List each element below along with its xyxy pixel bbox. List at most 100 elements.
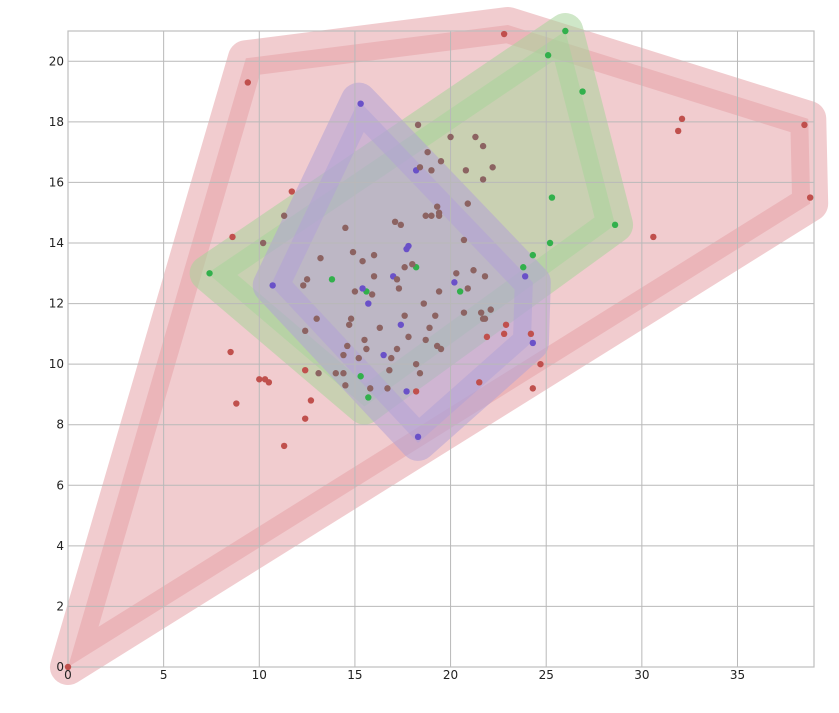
x-tick-label-7: 35 (730, 668, 745, 682)
data-point-s0-24 (527, 330, 535, 338)
data-point-s3-52 (345, 321, 353, 328)
data-point-s3-9 (489, 164, 496, 171)
data-point-s3-43 (477, 309, 485, 316)
data-point-s3-14 (422, 212, 429, 219)
data-point-s0-13 (265, 379, 273, 386)
data-point-s1-2 (206, 270, 213, 277)
data-point-s0-25 (483, 333, 491, 341)
data-point-s0-11 (256, 376, 263, 383)
data-point-s3-31 (481, 273, 489, 280)
data-point-s3-48 (426, 324, 433, 331)
data-point-s3-28 (460, 236, 468, 244)
data-point-s3-68 (388, 354, 395, 362)
data-point-s2-14 (405, 242, 412, 250)
data-point-s3-57 (422, 336, 429, 344)
data-point-s3-4 (424, 148, 431, 156)
data-point-s0-9 (229, 233, 236, 241)
data-point-s0-21 (537, 360, 544, 368)
data-point-s3-2 (472, 133, 479, 141)
data-point-s3-21 (259, 239, 267, 247)
data-point-s0-6 (806, 194, 814, 201)
data-point-s3-32 (393, 276, 401, 283)
data-point-s2-9 (403, 388, 410, 395)
y-tick-label-3: 6 (56, 478, 64, 492)
data-point-s3-3 (479, 142, 487, 150)
x-tick-label-2: 10 (252, 668, 267, 682)
data-point-s3-27 (409, 261, 416, 268)
data-point-s3-63 (344, 342, 351, 350)
x-tick-label-1: 5 (160, 668, 168, 682)
data-point-s3-50 (376, 324, 383, 331)
data-point-s2-7 (397, 321, 405, 328)
data-point-s0-15 (307, 397, 315, 404)
data-point-s3-15 (428, 212, 435, 219)
data-point-s3-42 (460, 309, 468, 316)
data-point-s2-8 (380, 351, 387, 359)
x-tick-label-6: 30 (634, 668, 649, 682)
data-point-s1-7 (357, 373, 364, 380)
data-point-s3-30 (453, 270, 460, 277)
data-point-s3-6 (416, 164, 424, 171)
data-point-s3-60 (393, 345, 401, 353)
data-point-s3-18 (397, 221, 405, 229)
data-point-s3-56 (405, 333, 412, 341)
data-point-s1-3 (328, 276, 336, 283)
data-point-s3-53 (313, 315, 320, 322)
x-tick-label-5: 25 (539, 668, 554, 682)
data-point-s0-17 (280, 442, 288, 450)
data-point-s3-67 (315, 370, 322, 377)
data-point-s3-26 (401, 264, 408, 271)
data-point-s0-19 (476, 379, 483, 386)
data-point-s3-65 (332, 370, 339, 377)
x-tick-label-3: 15 (347, 668, 362, 682)
data-point-s3-16 (435, 212, 443, 219)
data-point-s1-14 (546, 239, 554, 247)
data-point-s3-37 (300, 282, 307, 289)
data-point-s1-0 (562, 27, 569, 35)
data-point-s1-12 (579, 88, 586, 95)
y-tick-label-2: 4 (56, 539, 64, 553)
y-tick-label-9: 18 (49, 115, 64, 129)
data-point-s3-33 (370, 273, 378, 280)
data-point-s3-61 (363, 345, 370, 353)
data-point-s3-51 (347, 315, 355, 322)
data-point-s0-2 (244, 79, 252, 86)
data-point-s1-11 (544, 52, 552, 59)
data-point-s1-5 (520, 264, 527, 271)
plot-frame (67, 30, 815, 668)
data-point-s3-70 (416, 370, 424, 377)
data-point-s3-49 (401, 312, 408, 319)
data-point-s3-19 (342, 224, 349, 232)
data-point-s3-10 (479, 176, 487, 183)
data-point-s3-69 (412, 360, 420, 368)
y-axis-ticks: 0 2 4 6 8 10 12 14 16 18 20 (49, 54, 64, 674)
data-point-s2-4 (365, 300, 372, 307)
data-point-s0-16 (301, 415, 309, 422)
data-point-s3-47 (432, 312, 439, 319)
data-point-s0-5 (801, 121, 808, 129)
data-point-s3-64 (340, 351, 347, 359)
data-point-s3-24 (359, 257, 366, 265)
grid-layer (67, 31, 814, 668)
y-tick-label-10: 20 (49, 54, 64, 68)
data-point-s3-45 (487, 306, 494, 313)
data-point-s3-39 (420, 300, 427, 307)
data-point-s3-7 (428, 167, 435, 174)
x-tick-label-4: 20 (443, 668, 458, 682)
data-point-s2-10 (414, 433, 422, 441)
data-point-s0-20 (529, 385, 537, 392)
y-tick-label-6: 12 (49, 297, 64, 311)
data-point-s2-2 (269, 282, 276, 289)
data-point-s0-4 (674, 127, 682, 135)
data-point-s3-46 (481, 315, 489, 322)
data-point-s0-10 (227, 348, 234, 356)
data-point-s0-3 (678, 115, 686, 123)
data-point-s1-6 (529, 251, 537, 259)
data-point-s2-13 (529, 339, 537, 347)
data-point-s3-40 (435, 288, 443, 295)
data-point-s3-17 (391, 218, 399, 225)
data-point-s3-34 (368, 291, 376, 298)
data-point-s3-20 (280, 212, 288, 219)
data-point-s3-11 (433, 203, 441, 210)
